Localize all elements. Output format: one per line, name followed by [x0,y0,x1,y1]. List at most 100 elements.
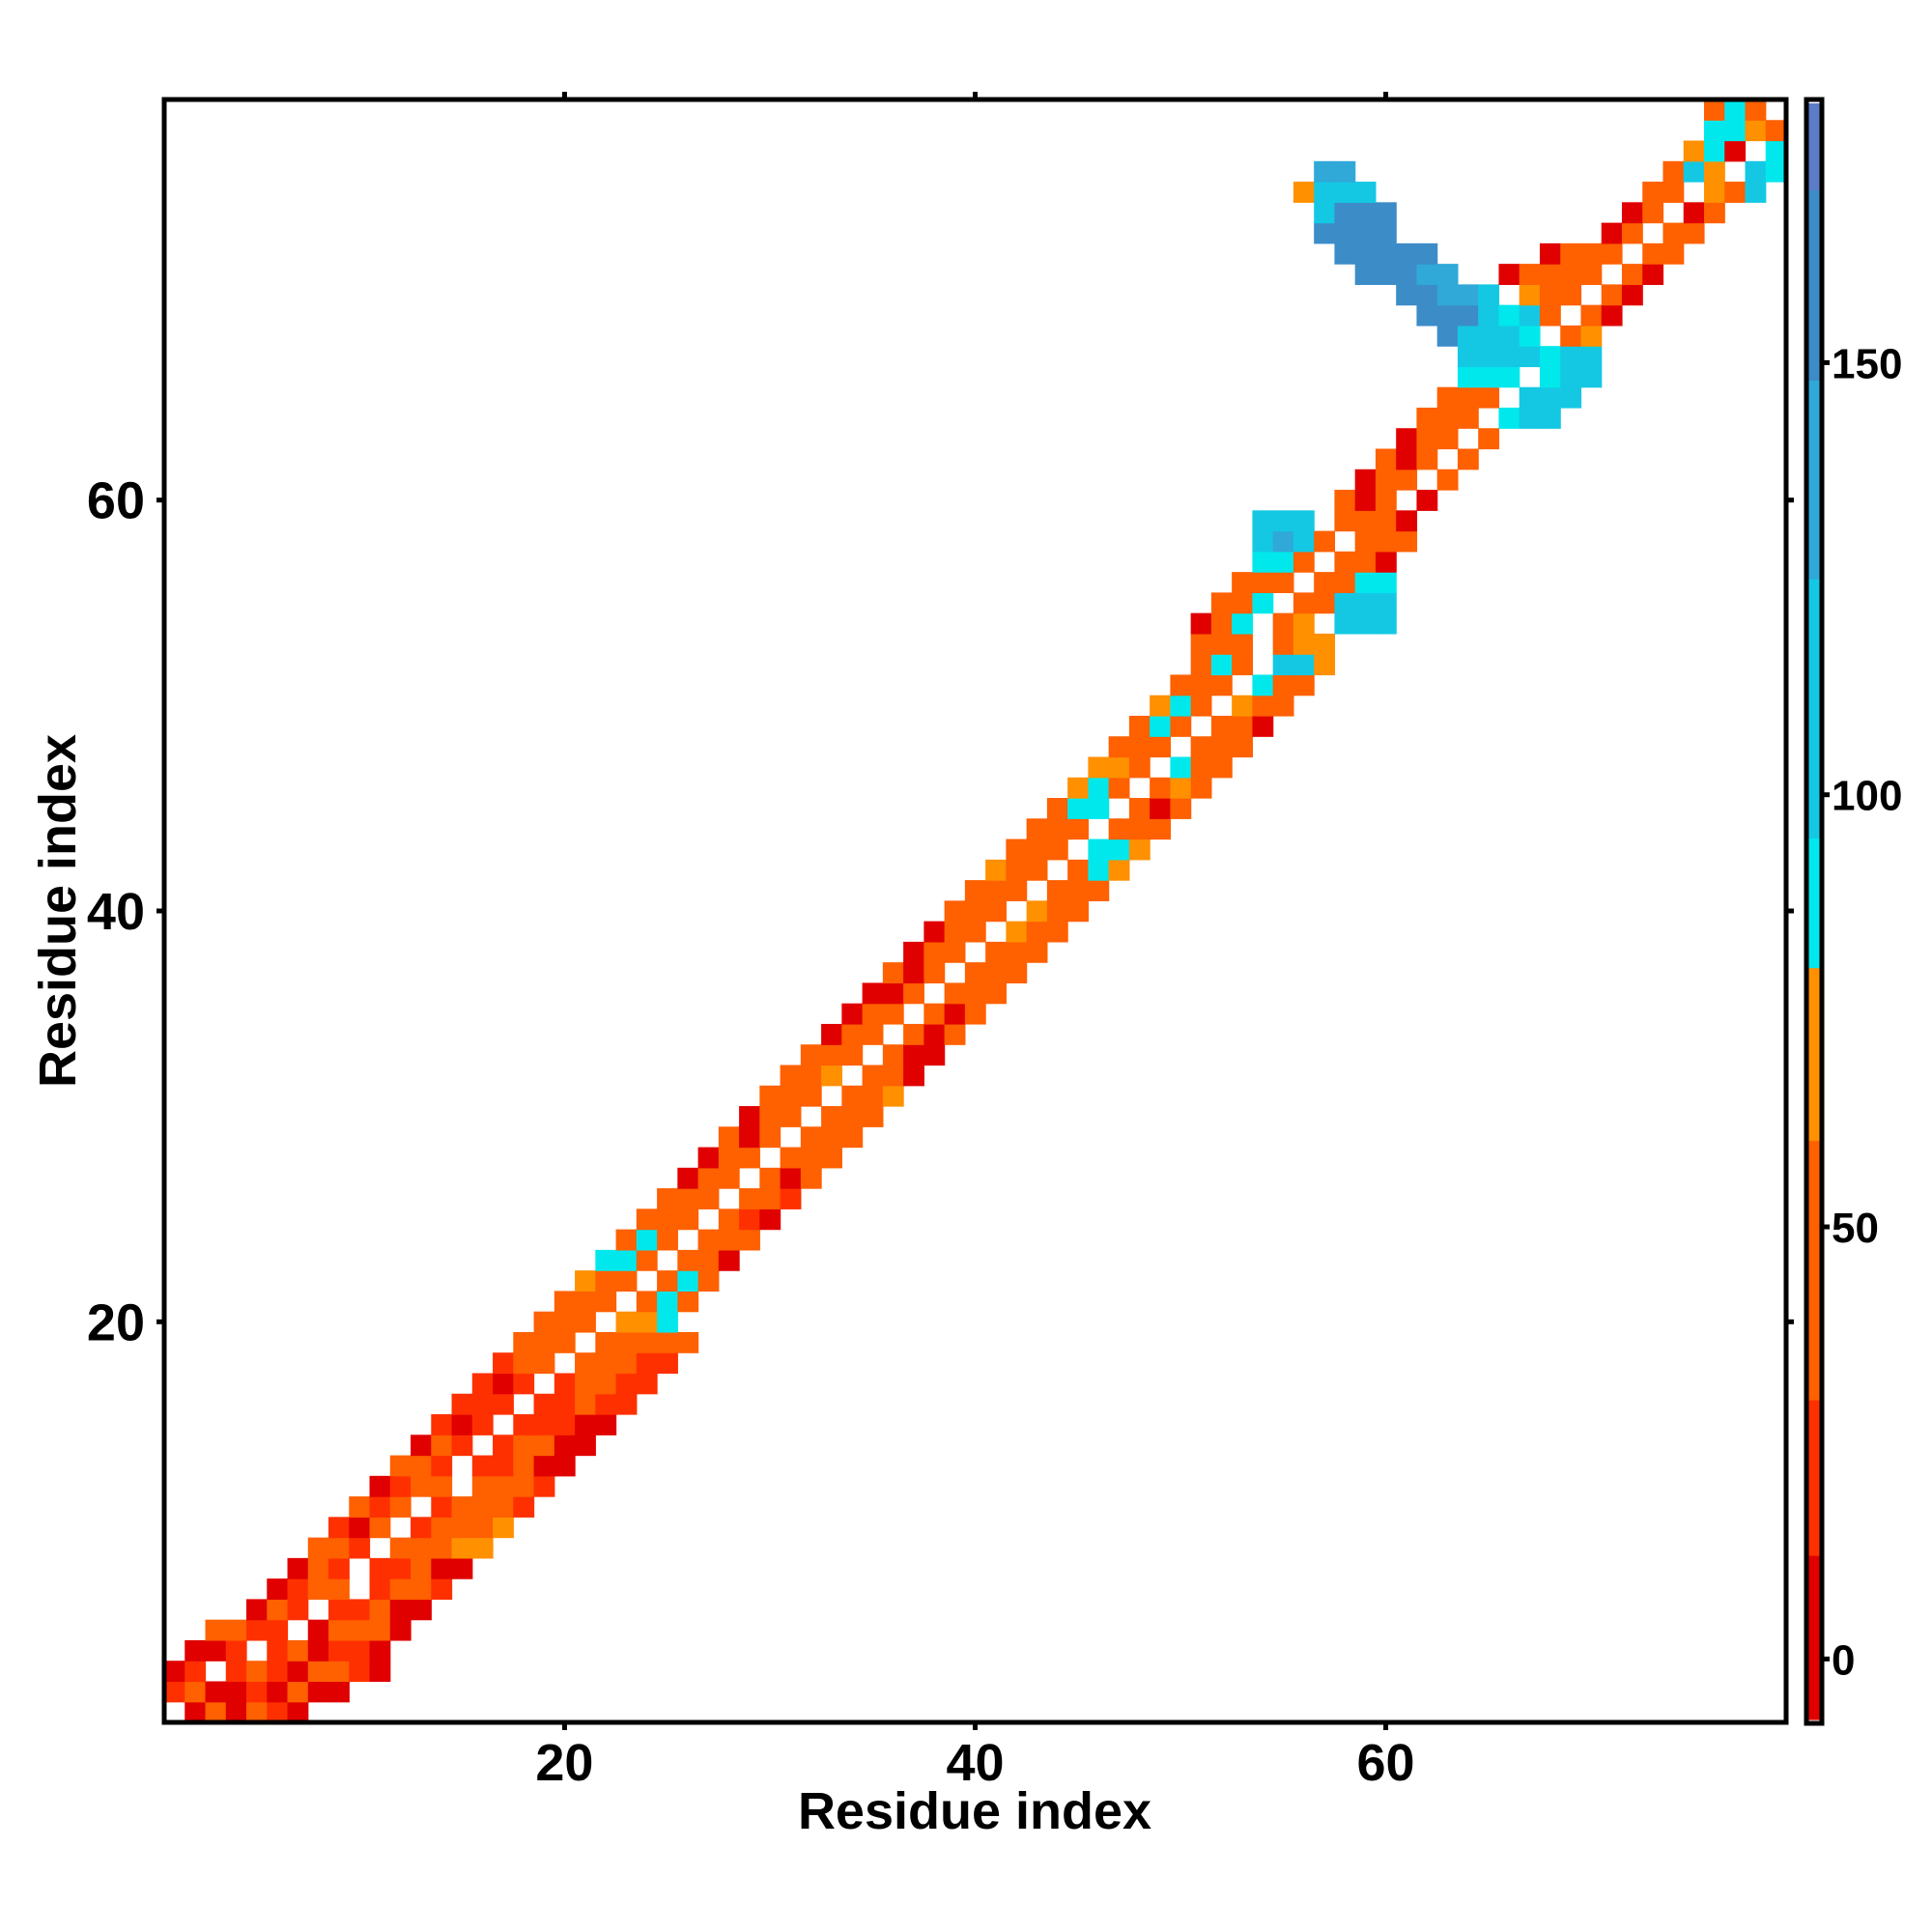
heatmap-cell [1436,469,1459,491]
colorbar-band [1808,1140,1820,1401]
heatmap-cell [1088,838,1110,861]
heatmap-cell [533,1311,555,1333]
heatmap-cell [411,1537,432,1559]
heatmap-cell [1314,222,1336,244]
heatmap-cell [287,1661,309,1683]
heatmap-cell [739,1126,760,1149]
heatmap-cell [1128,756,1151,779]
heatmap-cell [944,900,966,923]
heatmap-cell [739,1106,760,1127]
heatmap-cell [225,1639,247,1662]
heatmap-cell [821,1147,842,1169]
heatmap-cell [1334,510,1356,532]
heatmap-cell [1210,633,1233,655]
heatmap-cell [1436,325,1459,347]
heatmap-cell [636,1229,658,1251]
heatmap-cell [554,1393,576,1415]
heatmap-cell [1519,325,1541,347]
y-axis-label: Residue index [29,734,87,1088]
heatmap-cell [1354,264,1377,285]
heatmap-cell [1190,612,1212,635]
heatmap-cell [246,1701,268,1723]
heatmap-cell [1190,736,1212,758]
heatmap-cell [328,1578,350,1601]
heatmap-cell [1354,182,1377,203]
heatmap-cell [718,1208,740,1231]
heatmap-cell [451,1435,473,1457]
heatmap-cell [1457,407,1479,429]
heatmap-cell [389,1557,412,1579]
colorbar-tick-label: 100 [1832,773,1902,820]
heatmap-cell [1765,160,1787,183]
heatmap-cell [287,1639,309,1662]
heatmap-cell [267,1578,289,1601]
heatmap-cell [431,1578,453,1601]
heatmap-cell [657,1352,678,1375]
heatmap-cell [246,1599,268,1621]
heatmap-cell [1745,182,1767,203]
y-tick-label: 60 [87,472,145,530]
heatmap-cell [759,1208,781,1231]
heatmap-cell [697,1167,720,1189]
heatmap-cell [1375,242,1397,265]
heatmap-cell [821,1065,842,1087]
heatmap-cell [1354,592,1377,614]
heatmap-cell [1108,818,1130,840]
heatmap-cell [677,1188,699,1209]
heatmap-cell [800,1085,822,1107]
heatmap-cell [328,1537,350,1559]
heatmap-cell [471,1373,494,1395]
heatmap-cell [1293,654,1315,676]
heatmap-cell [841,1085,864,1107]
heatmap-cell [389,1619,412,1641]
heatmap-cell [944,982,966,1005]
heatmap-cell [1334,490,1356,511]
heatmap-cell [1293,530,1315,553]
heatmap-cell [431,1414,453,1435]
heatmap-cell [1232,572,1254,593]
y-tick-label: 40 [87,883,145,941]
heatmap-cell [389,1455,412,1477]
heatmap-cell [1232,612,1254,635]
heatmap-cell [636,1352,658,1375]
heatmap-cell [1128,715,1151,737]
heatmap-cell [1457,304,1479,327]
heatmap-cell [307,1537,329,1559]
heatmap-cell [246,1681,268,1703]
heatmap-cell [389,1599,412,1621]
heatmap-cell [1416,242,1438,265]
heatmap-cell [862,1065,884,1087]
heatmap-cell [595,1352,617,1375]
heatmap-cell [411,1599,432,1621]
heatmap-cell [697,1188,720,1209]
heatmap-cell [431,1455,453,1477]
heatmap-cell [1375,469,1397,491]
heatmap-cell [1088,798,1110,819]
heatmap-cell [451,1393,473,1415]
heatmap-cell [287,1578,309,1601]
heatmap-cell [1272,572,1294,593]
heatmap-cell [451,1496,473,1518]
heatmap-cell [697,1249,720,1271]
heatmap-cell [718,1167,740,1189]
heatmap-cell [1375,222,1397,244]
heatmap-cell [554,1455,576,1477]
heatmap-cell [1252,715,1274,737]
x-tick-label: 40 [946,1734,1004,1792]
heatmap-cell [923,921,946,943]
heatmap-cell [821,1044,842,1066]
heatmap-cell [1621,284,1643,306]
heatmap-cell [471,1393,494,1415]
heatmap-cell [595,1373,617,1395]
heatmap-cell [1498,325,1520,347]
heatmap-cell [862,1003,884,1025]
heatmap-cell [1046,838,1068,861]
heatmap-cell [533,1475,555,1497]
heatmap-cell [1088,880,1110,901]
heatmap-cell [615,1311,638,1333]
heatmap-cell [1539,304,1561,327]
heatmap-cell [411,1435,432,1457]
heatmap-cell [1396,242,1418,265]
heatmap-cell [349,1496,371,1518]
heatmap-cell [575,1291,596,1313]
